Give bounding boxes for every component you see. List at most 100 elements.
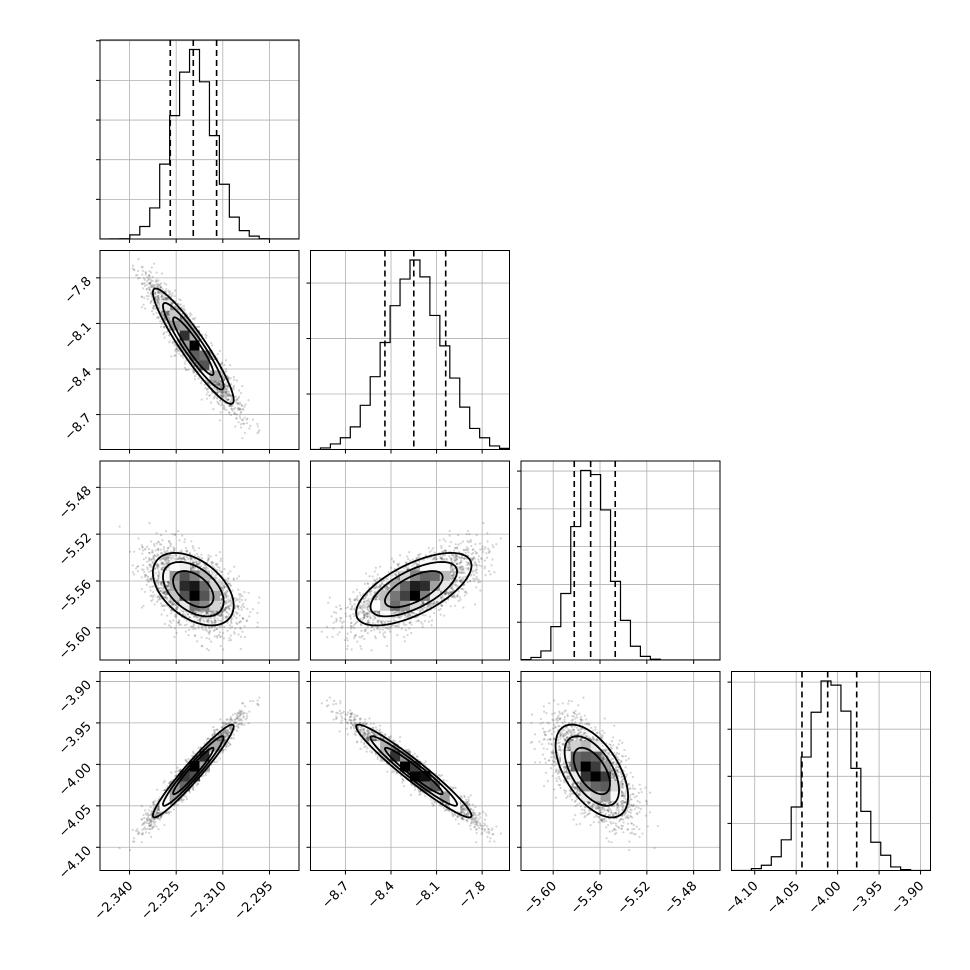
- scatter-point: [239, 647, 242, 651]
- scatter-point: [205, 629, 208, 632]
- scatter-point: [229, 364, 232, 367]
- scatter-point: [194, 610, 197, 614]
- scatter-point: [239, 401, 242, 404]
- scatter-point: [176, 529, 180, 533]
- scatter-point: [225, 596, 228, 599]
- scatter-point: [150, 285, 153, 289]
- scatter-point: [228, 607, 231, 610]
- scatter-point: [235, 401, 238, 404]
- scatter-point: [237, 605, 240, 609]
- scatter-point: [140, 295, 143, 299]
- scatter-point: [162, 333, 165, 336]
- scatter-point: [133, 269, 136, 272]
- scatter-point: [218, 390, 221, 393]
- scatter-point: [187, 368, 190, 371]
- scatter-point: [150, 564, 153, 567]
- scatter-point: [138, 547, 141, 551]
- scatter-point: [175, 347, 178, 350]
- scatter-point: [193, 554, 196, 557]
- scatter-point: [165, 585, 168, 588]
- scatter-point: [162, 298, 166, 301]
- scatter-point: [150, 579, 154, 583]
- scatter-point: [251, 608, 255, 611]
- scatter-point: [169, 625, 172, 628]
- scatter-point: [192, 622, 195, 626]
- scatter-point: [223, 408, 226, 411]
- scatter-point: [156, 600, 159, 604]
- scatter-point: [151, 275, 154, 279]
- scatter-panel-2-0: −5.60−5.56−5.52−5.48: [56, 460, 300, 664]
- scatter-point: [169, 542, 172, 545]
- scatter-point: [173, 295, 176, 298]
- panel-frame: [99, 39, 300, 240]
- scatter-point: [219, 399, 222, 402]
- y-tick-label-3: −7.8: [62, 274, 95, 307]
- scatter-point: [230, 414, 233, 417]
- scatter-point: [219, 399, 222, 402]
- scatter-point: [208, 631, 211, 634]
- scatter-point: [226, 394, 230, 397]
- scatter-point: [199, 561, 202, 564]
- scatter-point: [232, 375, 235, 379]
- scatter-point: [157, 549, 160, 552]
- scatter-point: [235, 379, 239, 382]
- scatter-point: [154, 549, 157, 552]
- scatter-point: [192, 371, 195, 374]
- scatter-point: [207, 557, 210, 561]
- scatter-point: [148, 269, 151, 273]
- scatter-point: [216, 565, 219, 568]
- scatter-point: [236, 408, 239, 411]
- scatter-point: [225, 590, 228, 593]
- scatter-point: [164, 297, 167, 300]
- scatter-point: [161, 310, 164, 314]
- scatter-point: [241, 418, 244, 421]
- scatter-point: [160, 561, 164, 565]
- scatter-point: [141, 546, 144, 549]
- scatter-point: [222, 391, 225, 394]
- scatter-point: [162, 592, 166, 595]
- scatter-point: [232, 388, 235, 391]
- scatter-point: [179, 354, 183, 357]
- scatter-point: [158, 284, 161, 287]
- scatter-point: [148, 570, 151, 574]
- scatter-point: [145, 294, 148, 298]
- scatter-point: [182, 557, 186, 560]
- scatter-point: [151, 598, 154, 601]
- scatter-point: [227, 394, 230, 398]
- scatter-point: [133, 550, 136, 553]
- scatter-point: [168, 291, 171, 294]
- scatter-point: [222, 584, 225, 587]
- scatter-point: [181, 307, 184, 311]
- scatter-point: [163, 591, 166, 595]
- scatter-point: [226, 385, 229, 388]
- scatter-point: [215, 380, 218, 383]
- scatter-point: [225, 370, 228, 373]
- scatter-point: [222, 396, 225, 399]
- scatter-point: [239, 635, 243, 638]
- scatter-point: [222, 393, 225, 396]
- scatter-point: [167, 559, 171, 562]
- panel-content: [100, 40, 299, 239]
- scatter-point: [224, 394, 227, 397]
- scatter-point: [157, 290, 160, 293]
- scatter-point: [214, 380, 217, 383]
- scatter-point: [188, 552, 192, 555]
- scatter-point: [209, 640, 213, 643]
- scatter-point: [147, 274, 151, 277]
- scatter-point: [216, 388, 219, 392]
- scatter-point: [174, 289, 177, 292]
- scatter-point: [134, 274, 138, 277]
- scatter-point: [221, 392, 224, 395]
- scatter-point: [140, 295, 144, 298]
- scatter-point: [256, 611, 259, 614]
- scatter-point: [148, 282, 152, 285]
- scatter-point: [235, 416, 238, 419]
- scatter-point: [221, 395, 224, 398]
- scatter-point: [152, 284, 155, 287]
- scatter-point: [167, 314, 170, 317]
- scatter-point: [161, 310, 164, 313]
- scatter-point: [219, 385, 222, 388]
- scatter-point: [157, 294, 160, 298]
- scatter-point: [143, 278, 146, 281]
- scatter-point: [150, 569, 153, 573]
